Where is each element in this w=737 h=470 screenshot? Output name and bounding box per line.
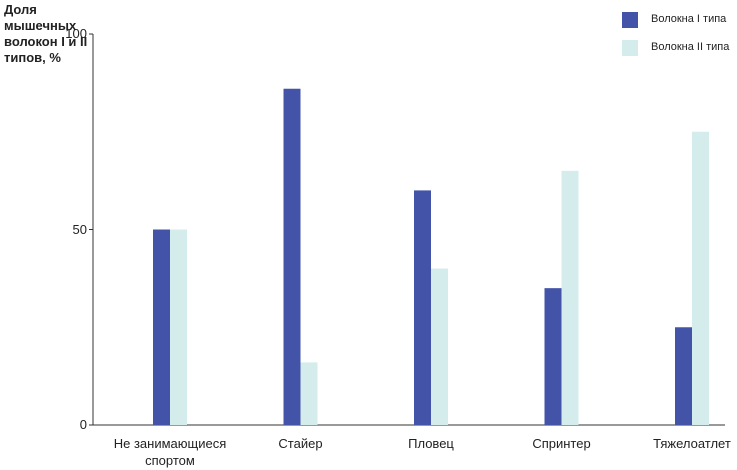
bar bbox=[283, 88, 301, 426]
x-tick-label: Не занимающиеся спортом bbox=[113, 436, 227, 468]
y-tick-label: 50 bbox=[72, 221, 87, 237]
x-tick-label: Спринтер bbox=[532, 436, 591, 451]
legend-label: Волокна I типа bbox=[651, 13, 727, 25]
bar bbox=[300, 362, 318, 425]
x-tick-label: Тяжелоатлет bbox=[653, 436, 731, 451]
bar bbox=[561, 170, 579, 425]
bar bbox=[692, 131, 709, 425]
x-tick-label: Стайер bbox=[278, 436, 323, 451]
legend-swatch bbox=[622, 12, 638, 28]
y-tick-label: 0 bbox=[79, 417, 87, 432]
legend-swatch bbox=[622, 40, 638, 56]
y-axis-title: Доля мышечных волокон I и II типов, % bbox=[4, 2, 88, 65]
bar bbox=[153, 229, 170, 425]
bar bbox=[544, 288, 562, 425]
bar bbox=[170, 229, 187, 425]
legend-label: Волокна II типа bbox=[651, 41, 730, 53]
x-tick-label: Пловец bbox=[408, 436, 454, 451]
bar bbox=[414, 190, 431, 425]
bar bbox=[675, 327, 692, 425]
y-tick-label: 100 bbox=[65, 26, 87, 41]
bar bbox=[431, 268, 448, 425]
